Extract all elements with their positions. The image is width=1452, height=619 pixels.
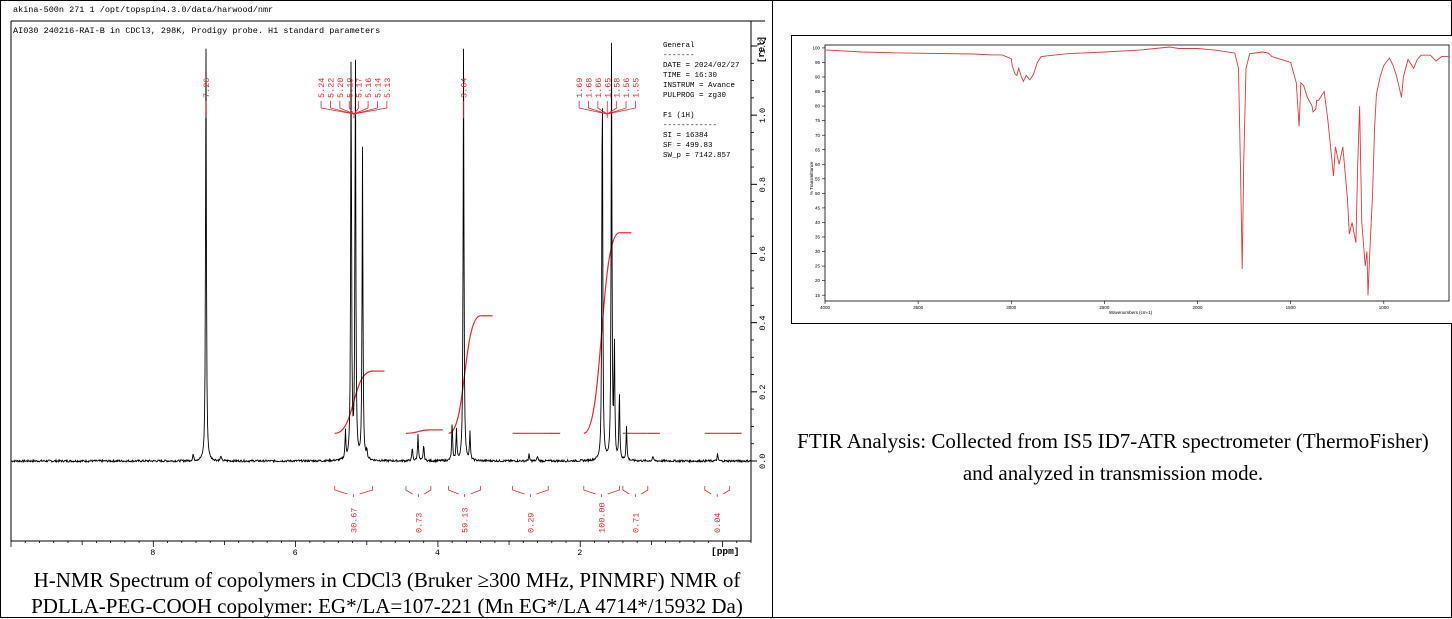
ftir-x-tick-label: 4000 — [820, 305, 831, 310]
nmr-param-line: PULPROG = zg30 — [663, 92, 727, 100]
nmr-param-line: F1 (1H) — [663, 112, 695, 120]
nmr-header-line1: akina-500n 271 1 /opt/topspin4.3.0/data/… — [13, 5, 273, 15]
ftir-caption: FTIR Analysis: Collected from IS5 ID7-AT… — [793, 425, 1433, 489]
nmr-y-tick-label: 0.4 — [758, 315, 768, 330]
ftir-x-tick-label: 2500 — [1099, 305, 1110, 310]
nmr-param-line: ------- — [663, 52, 695, 60]
nmr-x-tick-label: 4 — [435, 548, 440, 558]
nmr-panel: akina-500n 271 1 /opt/topspin4.3.0/data/… — [0, 0, 772, 618]
ftir-panel: % Transmittance Wavenumbers (cm-1) 15 20 2… — [772, 0, 1452, 618]
ftir-x-tick-label: 1000 — [1379, 305, 1390, 310]
ftir-y-tick-label: 45 — [815, 206, 821, 211]
nmr-y-tick-label: 1.0 — [758, 108, 768, 123]
ftir-y-tick-label: 55 — [815, 176, 821, 181]
nmr-peak-label: 5.13 — [383, 78, 393, 98]
nmr-integral-value: 59.13 — [461, 507, 471, 533]
ftir-y-tick-label: 70 — [815, 133, 821, 138]
nmr-param-line: SF = 499.83 — [663, 142, 713, 150]
nmr-param-line: ------------ — [663, 122, 717, 130]
ftir-y-tick-label: 30 — [815, 249, 821, 254]
ftir-y-tick-label: 35 — [815, 235, 821, 240]
ftir-y-tick-label: 65 — [815, 147, 821, 152]
nmr-peak-label: 3.64 — [460, 78, 470, 98]
nmr-param-line: DATE = 2024/02/27 — [663, 62, 740, 70]
ftir-y-tick-label: 40 — [815, 220, 821, 225]
nmr-spectrum-chart: akina-500n 271 1 /opt/topspin4.3.0/data/… — [1, 1, 771, 567]
nmr-y-tick-label: 0.0 — [758, 454, 768, 469]
ftir-x-tick-label: 3500 — [913, 305, 924, 310]
nmr-header-line2: AI030 240216-RAI-B in CDCl3, 298K, Prodi… — [13, 26, 380, 36]
ftir-y-tick-label: 90 — [815, 75, 821, 80]
ftir-x-tick-label: 1500 — [1286, 305, 1297, 310]
nmr-integral-value: 0.04 — [713, 513, 723, 533]
ftir-y-tick-label: 20 — [815, 278, 821, 283]
ftir-x-tick-label: 3000 — [1006, 305, 1017, 310]
nmr-x-tick-label: 2 — [577, 548, 582, 558]
nmr-param-line: SW_p = 7142.857 — [663, 152, 731, 160]
nmr-xaxis-unit: [ppm] — [711, 546, 740, 557]
ftir-y-tick-label: 80 — [815, 104, 821, 109]
nmr-integral-value: 0.73 — [414, 513, 424, 533]
ftir-xlabel: Wavenumbers (cm-1) — [1109, 310, 1153, 315]
ftir-spectrum-chart: % Transmittance Wavenumbers (cm-1) 15 20 2… — [791, 35, 1452, 335]
nmr-y-tick-label: 1.2 — [758, 39, 768, 54]
nmr-param-line: TIME = 16:30 — [663, 72, 718, 80]
ftir-x-tick-label: 2000 — [1193, 305, 1204, 310]
nmr-y-tick-label: 0.8 — [758, 177, 768, 192]
nmr-x-tick-label: 6 — [293, 548, 298, 558]
ftir-y-tick-label: 75 — [815, 118, 821, 123]
ftir-ylabel: % Transmittance — [809, 161, 814, 195]
ftir-y-tick-label: 85 — [815, 89, 821, 94]
nmr-integral-value: 0.71 — [631, 513, 641, 533]
nmr-param-line: INSTRUM = Avance — [663, 82, 735, 90]
nmr-integral-value: 30.67 — [350, 507, 360, 533]
ftir-y-tick-label: 50 — [815, 191, 821, 196]
nmr-caption: H-NMR Spectrum of copolymers in CDCl3 (B… — [11, 567, 763, 619]
ftir-y-tick-label: 15 — [815, 293, 821, 298]
ftir-y-tick-label: 95 — [815, 60, 821, 65]
nmr-y-tick-label: 0.6 — [758, 246, 768, 261]
nmr-peak-label: 7.26 — [202, 78, 212, 98]
nmr-x-tick-label: 8 — [150, 548, 155, 558]
ftir-y-tick-label: 25 — [815, 264, 821, 269]
ftir-y-tick-label: 60 — [815, 162, 821, 167]
nmr-integral-value: 100.00 — [598, 502, 608, 533]
nmr-param-line: SI = 16384 — [663, 132, 709, 140]
nmr-peak-label: 1.55 — [632, 78, 642, 98]
nmr-y-tick-label: 0.2 — [758, 385, 768, 400]
ftir-y-tick-label: 100 — [812, 46, 820, 51]
nmr-param-line: General — [663, 42, 695, 50]
nmr-integral-value: 0.29 — [526, 513, 536, 533]
